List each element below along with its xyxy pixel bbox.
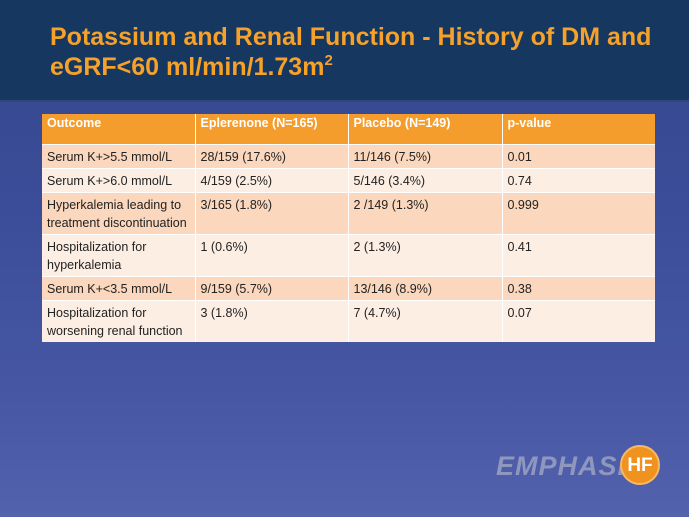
cell-p-value: 0.01 — [502, 144, 655, 169]
cell-outcome: Hyperkalemia leading to treatment discon… — [42, 192, 196, 235]
cell-eplerenone: 3 (1.8%) — [195, 300, 349, 342]
cell-p-value: 0.38 — [502, 276, 655, 301]
cell-outcome: Serum K+>6.0 mmol/L — [42, 168, 196, 193]
table-row: Serum K+<3.5 mmol/L 9/159 (5.7%) 13/146 … — [42, 276, 655, 301]
table-row: Serum K+>6.0 mmol/L 4/159 (2.5%) 5/146 (… — [42, 168, 655, 193]
cell-eplerenone: 3/165 (1.8%) — [195, 192, 349, 235]
cell-outcome: Hospitalization for worsening renal func… — [42, 300, 196, 342]
table-row: Hospitalization for worsening renal func… — [42, 300, 655, 342]
table-row: Serum K+>5.5 mmol/L 28/159 (17.6%) 11/14… — [42, 144, 655, 169]
cell-eplerenone: 28/159 (17.6%) — [195, 144, 349, 169]
slide-title: Potassium and Renal Function - History o… — [50, 22, 670, 82]
cell-eplerenone: 1 (0.6%) — [195, 234, 349, 277]
logo-badge-text: HF — [627, 455, 653, 476]
header-eplerenone: Eplerenone (N=165) — [195, 114, 349, 145]
header-outcome: Outcome — [42, 114, 196, 145]
logo-wordmark: EMPHASIS — [496, 451, 646, 481]
cell-placebo: 11/146 (7.5%) — [348, 144, 503, 169]
cell-placebo: 2 /149 (1.3%) — [348, 192, 503, 235]
cell-placebo: 7 (4.7%) — [348, 300, 503, 342]
cell-p-value: 0.999 — [502, 192, 655, 235]
cell-placebo: 13/146 (8.9%) — [348, 276, 503, 301]
title-band: Potassium and Renal Function - History o… — [0, 0, 689, 102]
cell-eplerenone: 9/159 (5.7%) — [195, 276, 349, 301]
cell-p-value: 0.41 — [502, 234, 655, 277]
emphasis-hf-logo: EMPHASIS HF — [496, 443, 666, 491]
table-row: Hyperkalemia leading to treatment discon… — [42, 192, 655, 235]
slide-title-superscript: 2 — [324, 52, 333, 69]
cell-p-value: 0.07 — [502, 300, 655, 342]
table-row: Hospitalization for hyperkalemia 1 (0.6%… — [42, 234, 655, 277]
cell-eplerenone: 4/159 (2.5%) — [195, 168, 349, 193]
slide-title-text: Potassium and Renal Function - History o… — [50, 23, 652, 81]
cell-placebo: 2 (1.3%) — [348, 234, 503, 277]
header-p-value: p-value — [502, 114, 655, 145]
cell-outcome: Hospitalization for hyperkalemia — [42, 234, 196, 277]
cell-p-value: 0.74 — [502, 168, 655, 193]
cell-outcome: Serum K+>5.5 mmol/L — [42, 144, 196, 169]
cell-outcome: Serum K+<3.5 mmol/L — [42, 276, 196, 301]
outcomes-table: Outcome Eplerenone (N=165) Placebo (N=14… — [42, 114, 655, 342]
header-placebo: Placebo (N=149) — [348, 114, 503, 145]
cell-placebo: 5/146 (3.4%) — [348, 168, 503, 193]
logo-badge: HF — [620, 445, 660, 485]
table-header-row: Outcome Eplerenone (N=165) Placebo (N=14… — [42, 114, 655, 145]
